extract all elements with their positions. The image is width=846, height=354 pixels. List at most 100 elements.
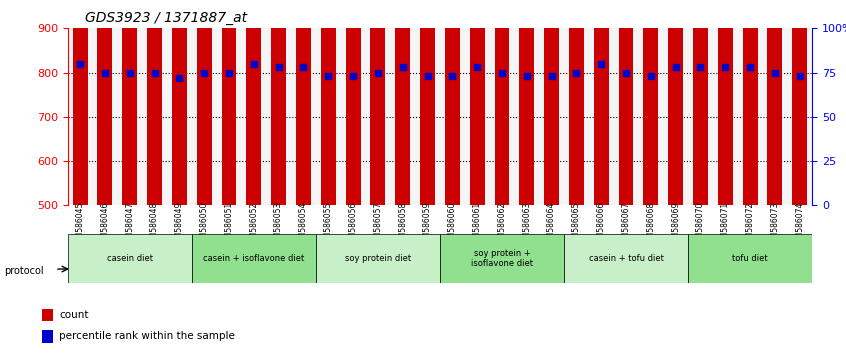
Text: GSM586074: GSM586074 <box>795 202 805 248</box>
Text: GSM586067: GSM586067 <box>622 202 630 248</box>
Bar <box>793 149 807 205</box>
Point <box>297 64 310 70</box>
Point <box>74 61 87 67</box>
Text: GSM586063: GSM586063 <box>522 202 531 248</box>
Bar <box>42 330 52 343</box>
Point <box>247 61 261 67</box>
Point <box>420 73 434 79</box>
Point <box>718 64 732 70</box>
Bar <box>445 0 459 205</box>
FancyBboxPatch shape <box>564 234 688 283</box>
Bar <box>296 0 310 205</box>
Bar <box>222 114 236 205</box>
Bar <box>693 0 708 205</box>
Text: GSM586045: GSM586045 <box>75 202 85 248</box>
Text: GSM586064: GSM586064 <box>547 202 556 248</box>
Point <box>148 70 162 75</box>
Bar <box>222 0 236 205</box>
Bar <box>743 123 757 205</box>
Bar <box>123 130 137 205</box>
Text: GSM586072: GSM586072 <box>745 202 755 248</box>
Bar <box>172 0 187 205</box>
Bar <box>246 0 261 205</box>
Point <box>346 73 360 79</box>
Bar <box>172 181 187 205</box>
Text: GDS3923 / 1371887_at: GDS3923 / 1371887_at <box>85 11 247 25</box>
Bar <box>395 107 410 205</box>
Point <box>744 64 757 70</box>
Bar <box>644 0 658 205</box>
Bar <box>668 0 683 205</box>
Point <box>595 61 608 67</box>
Point <box>545 73 558 79</box>
Bar <box>743 0 757 205</box>
Bar <box>73 0 87 205</box>
Bar <box>495 0 509 205</box>
Text: GSM586068: GSM586068 <box>646 202 656 248</box>
Point <box>197 70 211 75</box>
Point <box>768 70 782 75</box>
Point <box>98 70 112 75</box>
Bar <box>445 163 459 205</box>
Text: percentile rank within the sample: percentile rank within the sample <box>59 331 235 341</box>
Text: GSM586071: GSM586071 <box>721 202 730 248</box>
Point <box>694 64 707 70</box>
Point <box>272 64 285 70</box>
Text: GSM586059: GSM586059 <box>423 202 432 248</box>
Text: GSM586056: GSM586056 <box>349 202 358 248</box>
FancyBboxPatch shape <box>68 234 192 283</box>
Bar <box>272 0 286 205</box>
Bar <box>395 0 410 205</box>
Point <box>669 64 683 70</box>
Text: GSM586050: GSM586050 <box>200 202 209 248</box>
Point <box>222 70 236 75</box>
Bar <box>644 156 658 205</box>
Text: GSM586052: GSM586052 <box>250 202 258 248</box>
Bar <box>420 0 435 205</box>
Text: GSM586060: GSM586060 <box>448 202 457 248</box>
Bar <box>569 0 584 205</box>
Text: casein + tofu diet: casein + tofu diet <box>589 254 663 263</box>
Text: protocol: protocol <box>4 266 44 276</box>
Text: GSM586066: GSM586066 <box>596 202 606 248</box>
Bar <box>371 120 385 205</box>
Text: casein diet: casein diet <box>107 254 153 263</box>
Text: GSM586058: GSM586058 <box>398 202 407 248</box>
Bar <box>346 180 360 205</box>
Bar <box>420 177 435 205</box>
Bar <box>371 0 385 205</box>
Text: tofu diet: tofu diet <box>733 254 768 263</box>
Text: GSM586073: GSM586073 <box>771 202 779 248</box>
Bar <box>793 0 807 205</box>
Point <box>123 70 136 75</box>
Bar <box>495 149 509 205</box>
Text: GSM586051: GSM586051 <box>224 202 233 248</box>
Text: GSM586049: GSM586049 <box>175 202 184 248</box>
Text: count: count <box>59 310 89 320</box>
Bar <box>618 0 634 205</box>
Bar <box>296 104 310 205</box>
Text: GSM586055: GSM586055 <box>324 202 332 248</box>
Bar <box>470 110 485 205</box>
Bar <box>97 134 113 205</box>
Text: GSM586070: GSM586070 <box>696 202 705 248</box>
Bar <box>718 0 733 205</box>
Bar <box>470 0 485 205</box>
Bar <box>594 0 608 205</box>
Bar <box>668 90 683 205</box>
Point <box>793 73 806 79</box>
Bar <box>321 149 336 205</box>
Bar <box>147 122 162 205</box>
Bar <box>123 0 137 205</box>
Bar <box>246 58 261 205</box>
Text: GSM586053: GSM586053 <box>274 202 283 248</box>
Point <box>173 75 186 81</box>
Bar <box>42 309 52 321</box>
FancyBboxPatch shape <box>688 234 812 283</box>
Point <box>371 70 385 75</box>
Text: GSM586048: GSM586048 <box>150 202 159 248</box>
Point <box>619 70 633 75</box>
Text: GSM586062: GSM586062 <box>497 202 507 248</box>
FancyBboxPatch shape <box>440 234 564 283</box>
Bar <box>569 135 584 205</box>
